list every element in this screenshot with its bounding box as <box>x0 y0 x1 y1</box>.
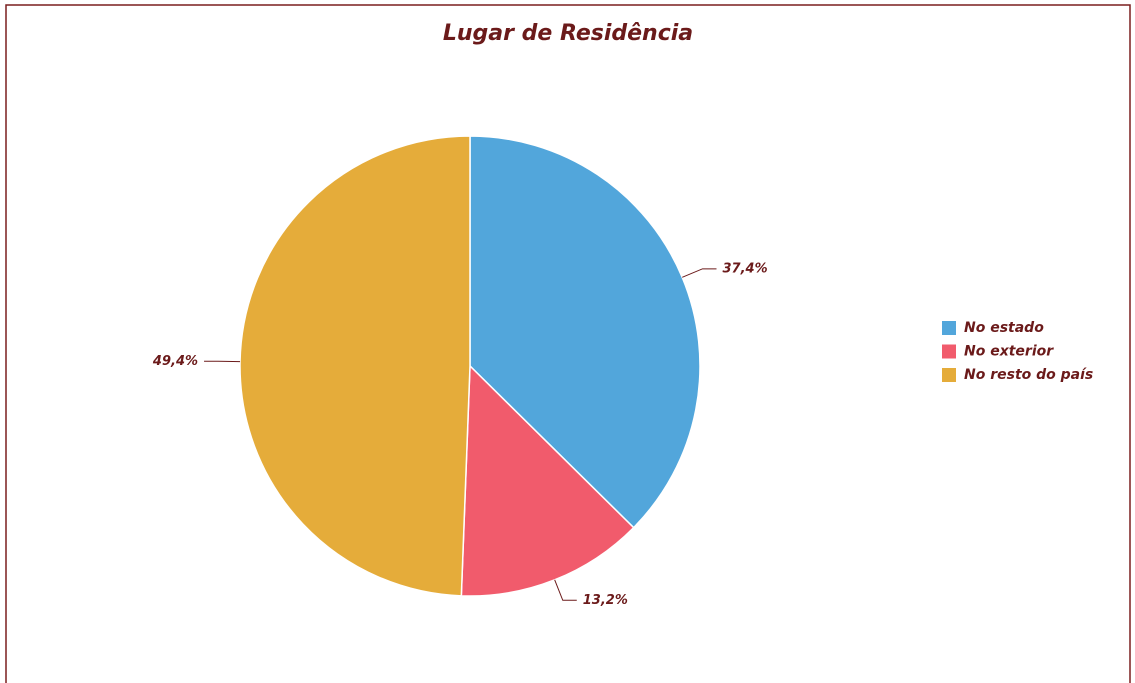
pie-slice <box>469 135 701 529</box>
legend-swatch <box>942 344 956 359</box>
data-label: 49,4% <box>152 354 198 369</box>
legend-label: No resto do país <box>964 367 1093 383</box>
legend-label: No estado <box>964 320 1044 336</box>
data-label: 37,4% <box>723 261 768 276</box>
legend-label: No exterior <box>964 344 1054 360</box>
label-connector <box>682 268 717 278</box>
label-connector <box>554 579 577 601</box>
legend-swatch <box>942 368 956 382</box>
legend-swatch <box>942 321 956 335</box>
pie-slice <box>239 135 471 597</box>
data-label: 13,2% <box>583 593 628 608</box>
chart-title: Lugar de Residência <box>443 21 693 46</box>
